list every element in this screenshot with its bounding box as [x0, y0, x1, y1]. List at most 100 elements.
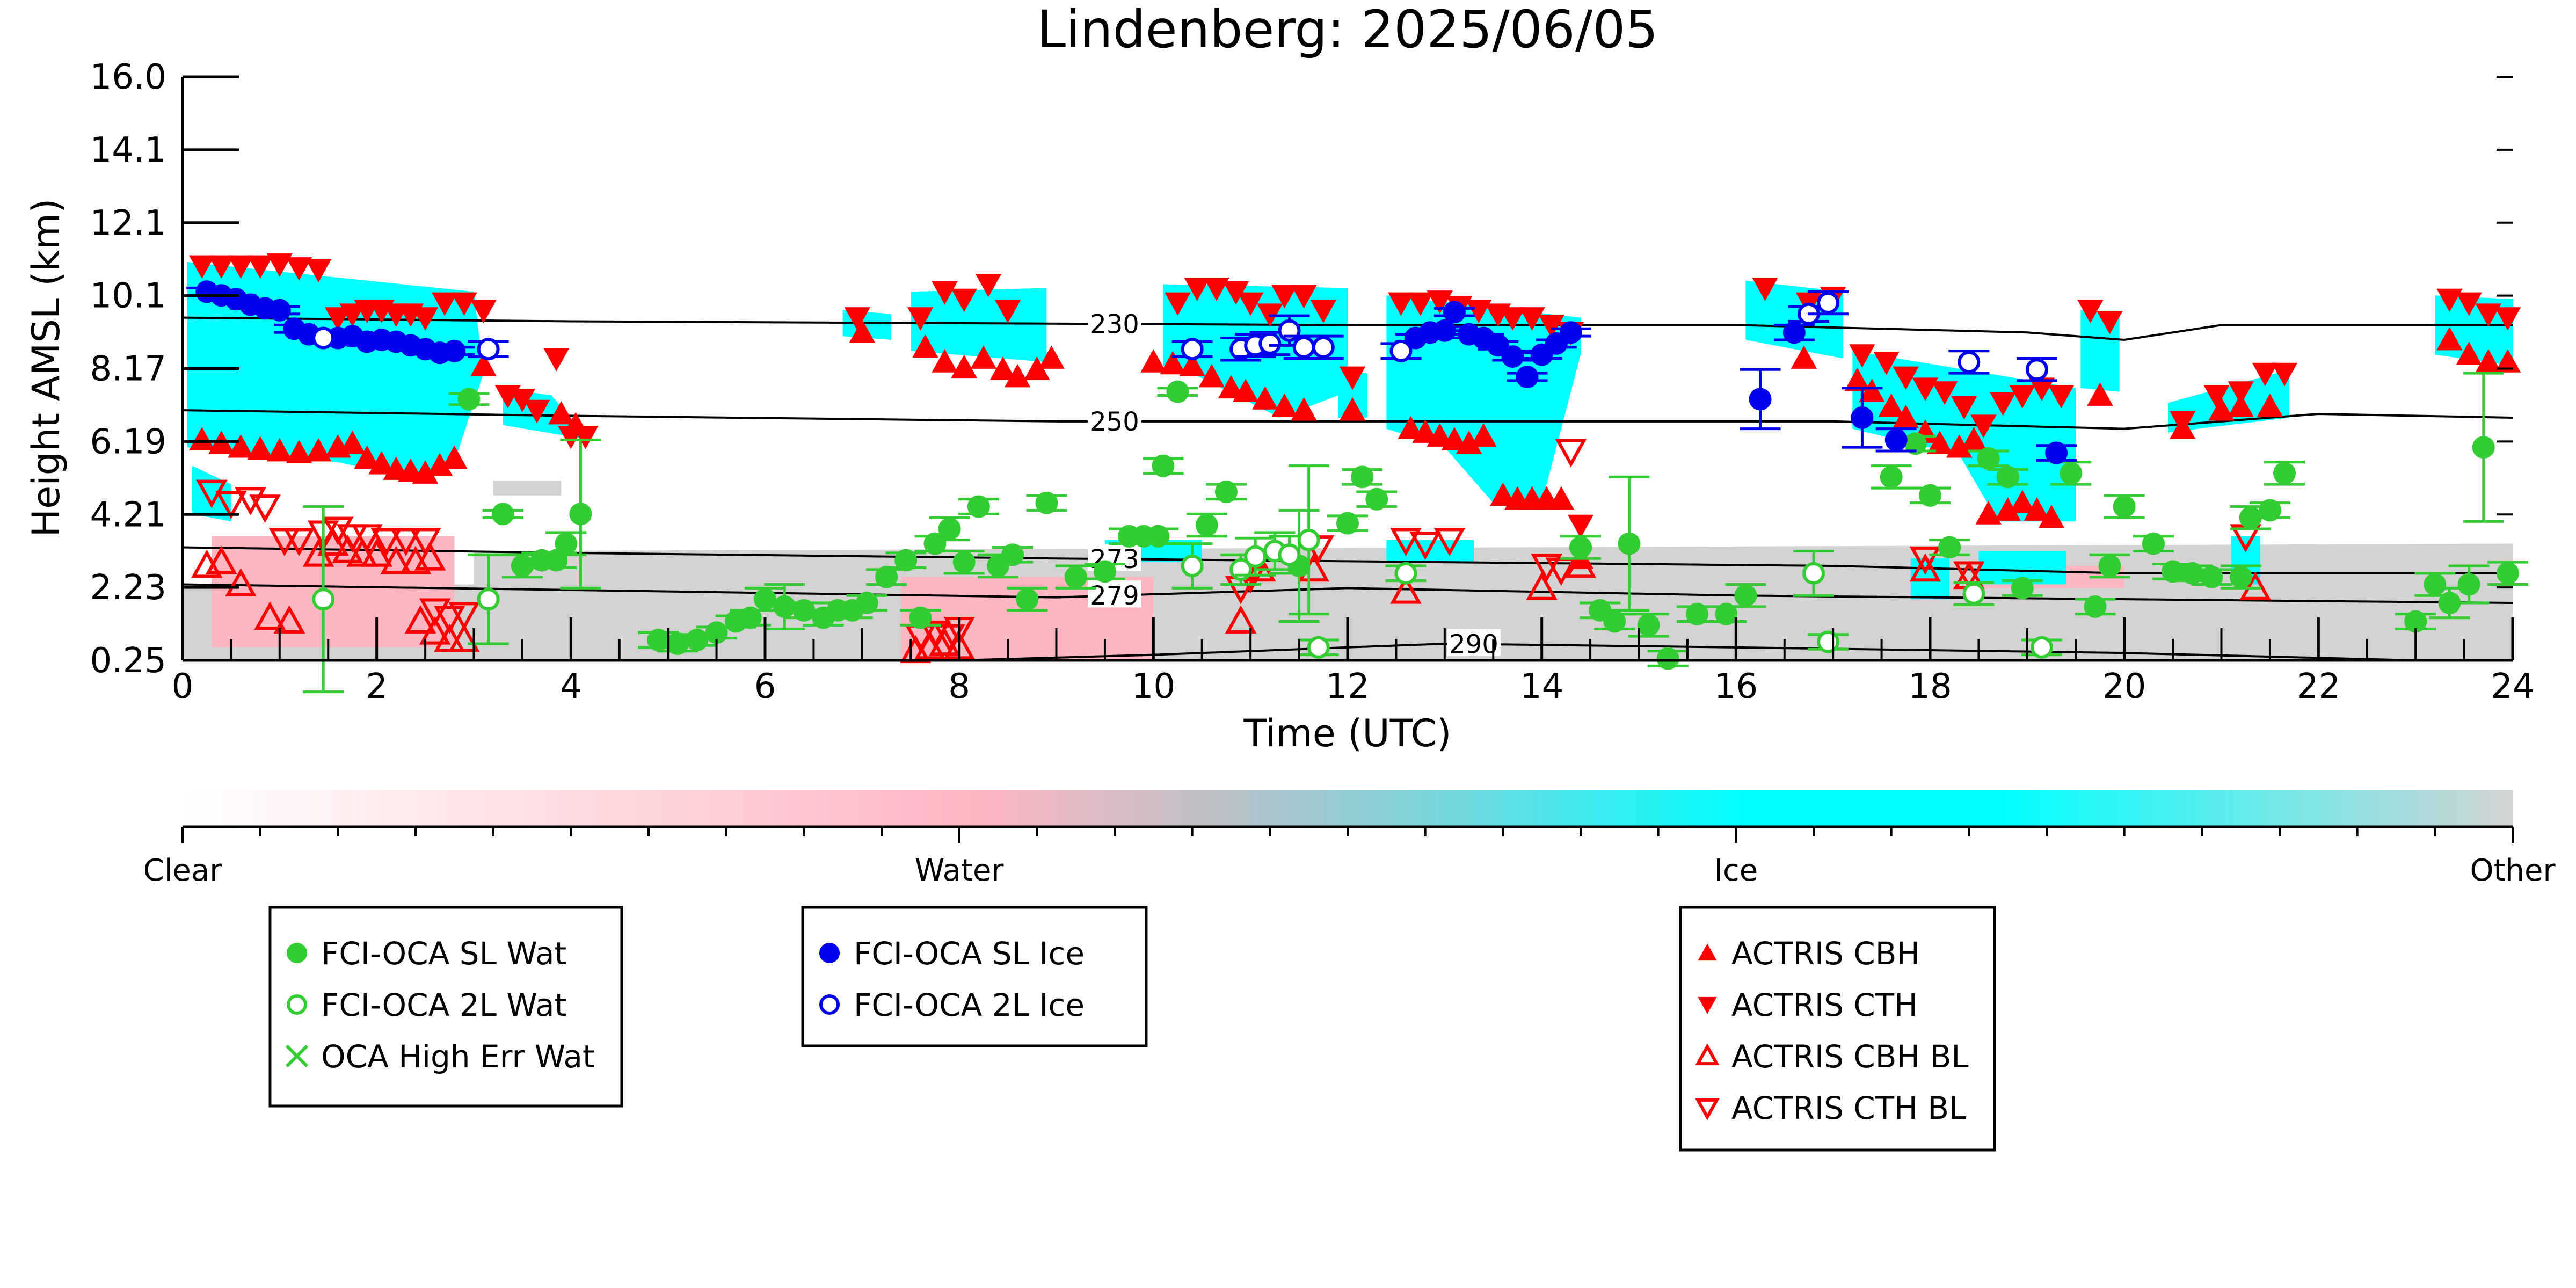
- data-point: [1946, 434, 1973, 458]
- data-point: [354, 445, 380, 469]
- data-point: [427, 453, 453, 477]
- region-ice: [192, 465, 231, 522]
- data-point: [1038, 345, 1065, 369]
- data-point: [2038, 505, 2065, 528]
- data-point: [912, 334, 938, 358]
- data-point: [247, 436, 273, 460]
- data-point: [1844, 367, 1871, 391]
- y-tick-label: 4.21: [90, 495, 167, 535]
- data-point: [1427, 290, 1453, 314]
- data-point: [2456, 292, 2482, 316]
- data-point: [1725, 583, 1766, 608]
- data-point: [1594, 610, 1635, 633]
- y-tick-label: 14.1: [90, 130, 167, 170]
- data-point: [2414, 572, 2456, 597]
- data-point: [2208, 397, 2235, 421]
- data-point: [2228, 381, 2254, 405]
- data-point: [1385, 562, 1427, 585]
- data-point: [247, 255, 273, 279]
- data-point: [1157, 380, 1198, 403]
- data-point: [273, 605, 305, 634]
- data-point: [1271, 285, 1298, 309]
- data-point: [548, 401, 574, 425]
- data-point: [2220, 564, 2261, 590]
- data-point: [1143, 454, 1184, 477]
- x-tick-label: 0: [172, 667, 194, 707]
- data-point: [2021, 636, 2062, 659]
- data-point: [332, 535, 363, 563]
- data-point: [866, 565, 907, 588]
- data-point: [1628, 613, 1669, 638]
- data-point: [322, 516, 354, 545]
- data-point: [370, 528, 403, 557]
- data-point: [2016, 357, 2057, 382]
- data-point: [1465, 300, 1492, 323]
- data-point: [1929, 536, 1970, 559]
- data-point: [2104, 494, 2145, 519]
- data-point: [900, 606, 941, 629]
- x-tick-label: 12: [1326, 667, 1369, 707]
- data-point: [1433, 528, 1466, 557]
- data-point: [254, 601, 286, 630]
- data-point: [2436, 288, 2463, 312]
- data-point: [932, 349, 958, 373]
- x-axis-label: Time (UTC): [1243, 711, 1452, 755]
- data-point: [994, 300, 1021, 323]
- data-point: [1198, 363, 1225, 388]
- data-point: [1791, 345, 1817, 369]
- data-point: [412, 460, 439, 484]
- data-point: [2395, 610, 2436, 633]
- data-point: [434, 339, 475, 362]
- data-point: [1310, 300, 1336, 323]
- data-point: [1427, 423, 1453, 447]
- data-point: [849, 319, 876, 343]
- data-point: [1398, 416, 1424, 440]
- data-point: [932, 281, 958, 305]
- data-point: [208, 255, 235, 279]
- classification-colorbar: Clear Water Ice Other: [143, 790, 2556, 888]
- legend-marker: [1695, 1098, 1720, 1120]
- data-point: [283, 528, 315, 557]
- data-point: [2077, 300, 2104, 323]
- legend-entry: ACTRIS CTH: [1731, 987, 1918, 1023]
- series-actris-cbh: [188, 319, 2521, 569]
- data-point: [1560, 535, 1601, 560]
- legend-marker: [285, 1044, 309, 1068]
- legend-frame: [268, 906, 623, 1108]
- y-tick-label: 8.17: [90, 350, 167, 389]
- series-fci-oca-sl-ice: [186, 280, 2077, 464]
- data-point: [1842, 387, 1883, 449]
- data-point: [1171, 542, 1213, 590]
- data-point: [2036, 441, 2077, 464]
- data-point: [468, 338, 509, 361]
- data-point: [1953, 561, 1985, 590]
- data-point: [451, 292, 477, 316]
- colorbar-label: Ice: [1714, 853, 1758, 888]
- data-point: [970, 345, 997, 369]
- data-point: [351, 524, 383, 553]
- data-point: [501, 553, 543, 579]
- data-point: [1490, 482, 1516, 506]
- data-point: [1773, 321, 1815, 344]
- data-point: [448, 388, 490, 411]
- data-point: [2456, 341, 2482, 365]
- data-point: [235, 487, 266, 516]
- data-point: [339, 431, 366, 454]
- isotherm-label: 290: [1449, 630, 1498, 660]
- data-point: [1859, 379, 1885, 402]
- legend-entry: ACTRIS CTH BL: [1731, 1090, 1966, 1126]
- data-point: [266, 253, 293, 277]
- data-point: [1424, 319, 1465, 342]
- legend-frame: [1679, 906, 1996, 1152]
- data-point: [1519, 307, 1545, 331]
- data-point: [2494, 307, 2521, 331]
- data-point: [1356, 487, 1398, 511]
- data-point: [1407, 292, 1433, 316]
- data-point: [1564, 549, 1597, 578]
- y-tick-label: 2.23: [90, 568, 167, 608]
- isotherm-line: [182, 409, 2513, 430]
- data-point: [929, 516, 970, 542]
- data-point: [2257, 394, 2283, 417]
